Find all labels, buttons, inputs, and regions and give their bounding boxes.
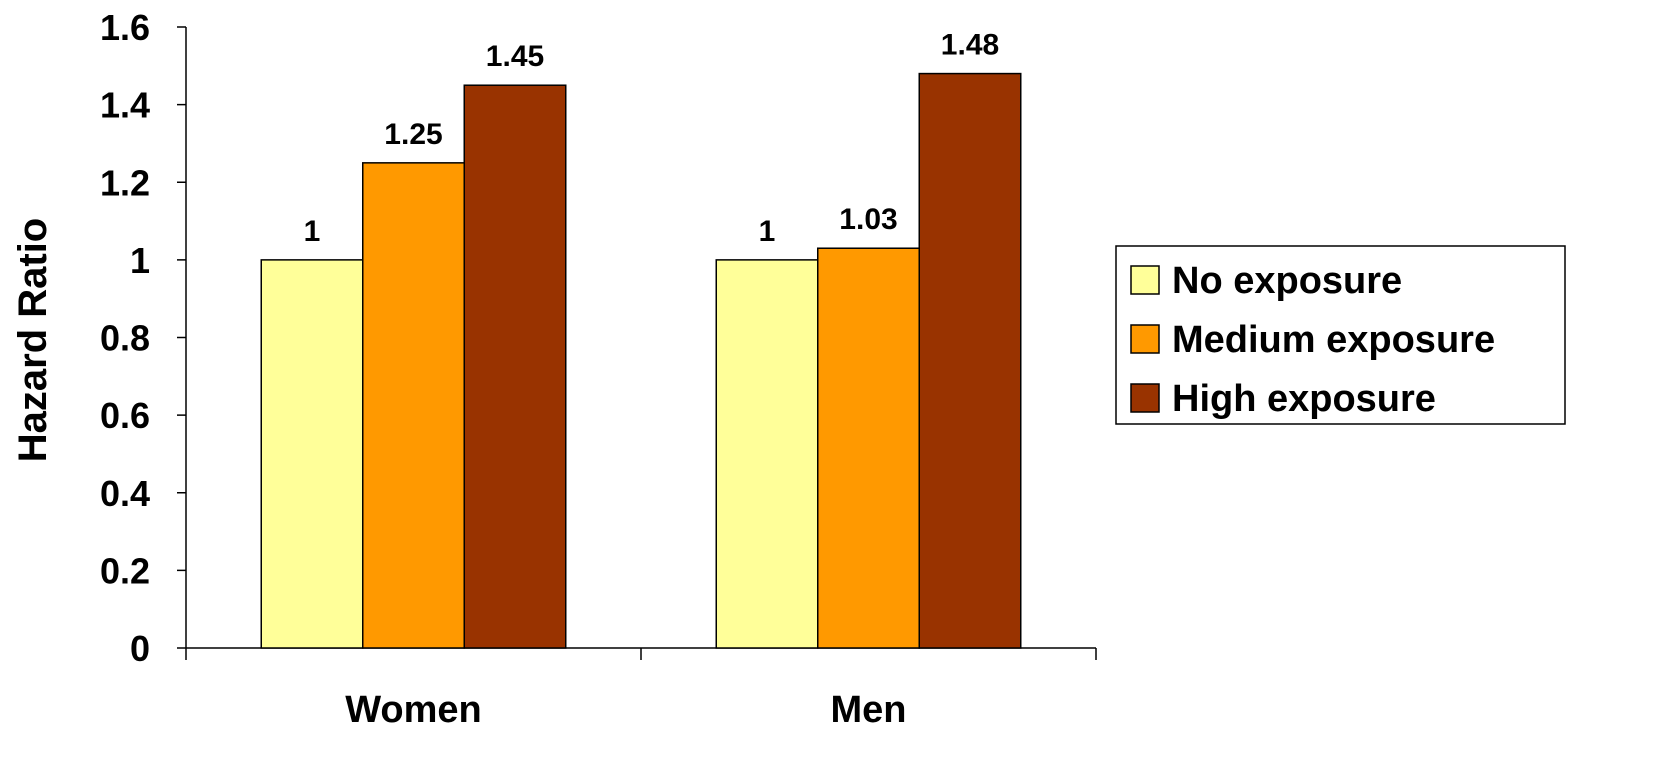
bar [260,259,364,649]
y-tick-label: 0.4 [100,473,150,514]
plot-area: 0 0.2 0.4 0.6 0.8 1 1.2 1.4 1.6 1 1.25 1.45 Women 1 1.… [100,7,1097,731]
y-tick-label: 0 [130,628,150,669]
y-tick-label: 1.6 [100,7,150,48]
x-category-label: Women [345,689,482,731]
data-label: 1.03 [839,203,897,236]
y-tick-label: 1.4 [100,85,150,126]
y-tick-label: 0.2 [100,550,150,591]
legend-label: Medium exposure [1172,319,1495,361]
legend-label: High exposure [1172,378,1436,420]
bar [918,72,1022,649]
data-label: 1 [759,215,776,248]
legend-label: No exposure [1172,260,1402,302]
y-tick-label: 0.6 [100,395,150,436]
data-label: 1.25 [384,118,442,151]
y-axis-title: Hazard Ratio [11,218,55,463]
bar [715,259,819,649]
x-category-label: Men [831,689,907,731]
y-tick-label: 1.2 [100,162,150,203]
y-tick-label: 0.8 [100,318,150,359]
data-label: 1 [304,215,321,248]
legend-box [1115,245,1566,425]
bar [817,247,920,649]
y-tick-label: 1 [130,240,150,281]
bar [463,84,567,649]
legend-swatch [1130,265,1160,295]
legend-swatch [1130,383,1160,413]
bar [362,162,465,649]
data-label: 1.45 [486,40,544,73]
data-label: 1.48 [941,29,999,62]
legend-swatch [1130,324,1160,354]
legend: No exposure Medium exposure High exposure [1115,245,1566,425]
